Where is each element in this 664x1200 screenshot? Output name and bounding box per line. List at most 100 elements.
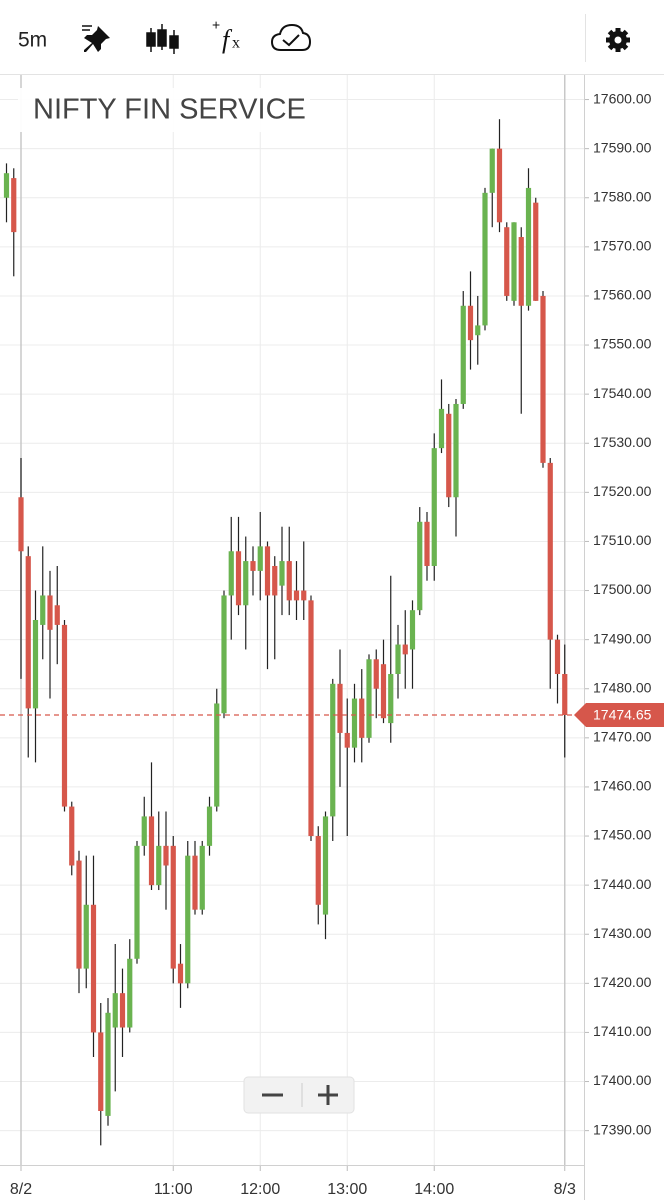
last-price-label: 17474.65 — [593, 707, 652, 723]
candle-body — [344, 732, 350, 748]
candle-body — [431, 448, 437, 566]
candle-body — [489, 148, 495, 193]
candle-body — [511, 222, 517, 301]
candle-body — [257, 546, 263, 571]
y-tick-label: 17430.00 — [593, 925, 652, 941]
y-tick-label: 17600.00 — [593, 90, 652, 106]
toolbar-bg — [0, 0, 664, 74]
title-box — [18, 88, 310, 132]
y-tick-label: 17580.00 — [593, 188, 652, 204]
y-tick-label: 17480.00 — [593, 679, 652, 695]
candle-body — [243, 561, 249, 606]
last-price-tag — [574, 703, 664, 728]
x-tick-label: 12:00 — [240, 1181, 280, 1198]
candle-body — [293, 590, 300, 601]
candle-body — [308, 600, 314, 837]
settings-icon[interactable] — [606, 28, 630, 52]
candle-body — [337, 683, 343, 733]
candle-body — [134, 845, 140, 959]
candle-body — [554, 639, 561, 675]
candle-body — [504, 227, 510, 296]
candle-body — [61, 624, 68, 807]
candle-body — [540, 295, 546, 463]
svg-text:f: f — [222, 25, 233, 54]
candle-body — [562, 674, 568, 716]
candle-body — [90, 904, 97, 1033]
candle-body — [482, 192, 488, 326]
y-tick-label: 17530.00 — [593, 434, 652, 450]
y-tick-label: 17390.00 — [593, 1121, 652, 1137]
candle-body — [264, 546, 271, 596]
candle-body — [112, 993, 118, 1028]
y-tick-label: 17440.00 — [593, 876, 652, 892]
y-tick-label: 17420.00 — [593, 974, 652, 990]
candle-body — [32, 620, 39, 709]
chart-title: NIFTY FIN SERVICE — [33, 94, 306, 126]
candle-body — [453, 403, 459, 498]
candle-body — [69, 806, 75, 866]
candle-body — [417, 521, 423, 611]
candle-body — [156, 845, 162, 886]
candle-body — [533, 202, 539, 301]
candle-body — [525, 187, 532, 306]
candle-body — [395, 644, 401, 675]
candle-body — [467, 305, 474, 341]
cloud-icon[interactable] — [270, 23, 312, 51]
candle-body — [301, 590, 307, 601]
x-tick-label: 13:00 — [327, 1181, 367, 1198]
y-tick-label: 17560.00 — [593, 287, 652, 303]
candle-body — [438, 408, 445, 449]
candle-body — [199, 845, 205, 910]
candle-body — [47, 595, 53, 630]
candle-body — [83, 904, 89, 969]
x-tick-label: 8/2 — [10, 1181, 32, 1198]
candle-body — [148, 816, 155, 886]
candle-body — [170, 845, 176, 969]
y-tick-label: 17500.00 — [593, 581, 652, 597]
candle-body — [163, 845, 169, 866]
plot-area: 17390.00 17400.00 17410.00 17420.00 17430.00… — [0, 75, 652, 1200]
candle-body — [76, 860, 82, 969]
y-tick-label: 17490.00 — [593, 630, 652, 646]
candle-body — [98, 1032, 104, 1111]
candle-body — [192, 855, 198, 910]
candle-body — [3, 173, 10, 198]
candles-icon[interactable] — [146, 24, 179, 54]
x-tick-label: 14:00 — [414, 1181, 454, 1198]
candle-body — [105, 1012, 111, 1116]
zoom-controls — [243, 1076, 355, 1114]
candle-body — [424, 521, 430, 566]
candle-body — [18, 497, 24, 552]
candle-body — [547, 462, 553, 640]
y-tick-label: 17590.00 — [593, 139, 652, 155]
y-tick-label: 17570.00 — [593, 238, 652, 254]
x-tick-label: 11:00 — [154, 1181, 193, 1198]
candle-body — [366, 659, 372, 738]
y-tick-label: 17550.00 — [593, 336, 652, 352]
candle-body — [250, 561, 256, 571]
candle-body — [185, 855, 191, 984]
candle-body — [235, 551, 242, 606]
candle-body — [315, 836, 321, 905]
indicator-icon[interactable]: f x + — [212, 17, 240, 54]
candle-body — [388, 674, 394, 724]
pin-icon[interactable] — [82, 25, 110, 52]
candle-body — [40, 595, 46, 625]
y-tick-label: 17510.00 — [593, 532, 652, 548]
candle-body — [322, 816, 329, 915]
candle-body — [206, 806, 213, 846]
y-tick-label: 17470.00 — [593, 729, 652, 745]
candle-body — [496, 148, 503, 223]
y-tick-label: 17520.00 — [593, 483, 652, 499]
y-tick-label: 17400.00 — [593, 1072, 652, 1088]
candle-body — [54, 605, 60, 625]
candle-body — [279, 561, 285, 586]
candle-body — [380, 664, 387, 719]
candle-body — [11, 178, 17, 233]
y-tick-label: 17460.00 — [593, 778, 652, 794]
candle-body — [373, 659, 379, 689]
interval-button[interactable]: 5m — [18, 29, 47, 52]
candle-body — [141, 816, 147, 846]
